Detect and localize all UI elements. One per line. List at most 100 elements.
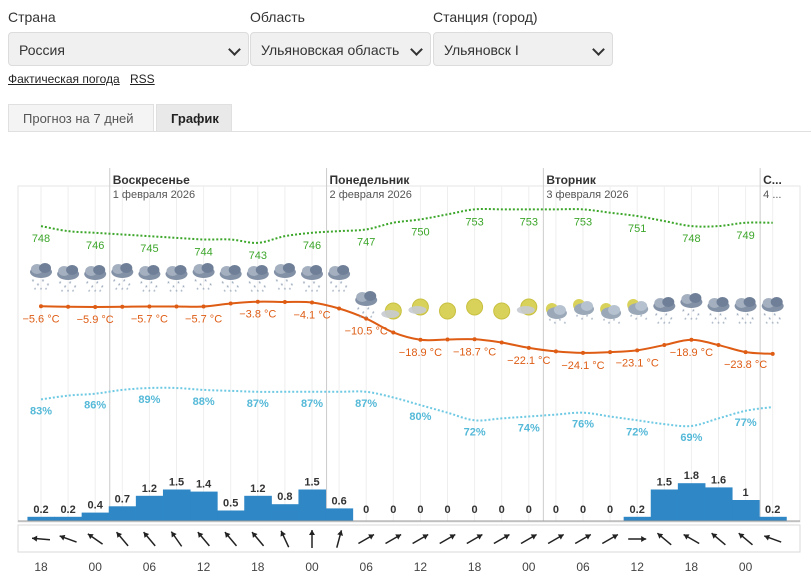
chart-area xyxy=(17,185,801,523)
precip-bar xyxy=(244,495,272,521)
wind-arrow-icon xyxy=(309,530,315,548)
svg-text:*: * xyxy=(724,317,727,324)
svg-text:*: * xyxy=(248,281,251,288)
tab-chart[interactable]: График xyxy=(156,104,232,132)
snow-icon: ***** * * xyxy=(761,297,784,328)
svg-text:*: * xyxy=(663,322,666,328)
pressure-label: 748 xyxy=(682,233,700,245)
tab-forecast-7-days[interactable]: Прогноз на 7 дней xyxy=(8,104,154,132)
temperature-label: −24.1 °C xyxy=(561,360,604,372)
precip-label: 0.5 xyxy=(223,498,238,510)
humidity-label: 87% xyxy=(355,398,377,410)
svg-text:*: * xyxy=(276,279,279,286)
svg-text:*: * xyxy=(635,318,638,324)
temperature-point xyxy=(770,351,775,356)
svg-text:*: * xyxy=(281,283,284,290)
svg-text:*: * xyxy=(365,316,368,322)
svg-text:*: * xyxy=(640,315,643,321)
partly-cloudy-icon: * * * * xyxy=(600,303,622,328)
svg-text:*: * xyxy=(719,313,722,320)
region-select[interactable]: Ульяновская область xyxy=(250,32,431,66)
svg-text:*: * xyxy=(768,317,771,324)
svg-text:*: * xyxy=(690,318,693,324)
wind-arrow-icon xyxy=(385,533,402,545)
svg-text:*: * xyxy=(207,288,210,294)
svg-text:*: * xyxy=(330,281,333,288)
svg-text:*: * xyxy=(153,290,156,296)
snow-icon: ***** * * xyxy=(246,265,269,296)
day-name: Вторник xyxy=(546,173,597,187)
svg-text:*: * xyxy=(744,322,747,328)
svg-text:*: * xyxy=(169,290,172,296)
wind-arrow-icon xyxy=(87,533,104,545)
temperature-point xyxy=(337,306,342,311)
svg-text:*: * xyxy=(332,290,335,296)
svg-text:*: * xyxy=(359,316,362,322)
temperature-point xyxy=(228,301,233,306)
precip-label: 0 xyxy=(417,504,423,516)
svg-text:*: * xyxy=(367,307,370,314)
snow-icon: ***** * * xyxy=(84,265,107,296)
svg-text:*: * xyxy=(340,281,343,288)
snow-icon: ***** * * xyxy=(734,297,757,328)
humidity-label: 88% xyxy=(193,396,215,408)
humidity-label: 87% xyxy=(301,398,323,410)
x-tick-label: 06 xyxy=(143,560,157,574)
temperature-point xyxy=(364,316,369,321)
sun-icon xyxy=(466,298,484,316)
station-select[interactable]: Ульяновск I xyxy=(433,32,613,66)
svg-text:*: * xyxy=(115,288,118,294)
x-tick-label: 00 xyxy=(89,560,103,574)
temperature-point xyxy=(120,304,125,309)
svg-text:*: * xyxy=(645,318,648,324)
precip-label: 0.6 xyxy=(331,495,346,507)
precip-bar xyxy=(217,510,245,521)
svg-text:*: * xyxy=(749,322,752,328)
snow-icon: ***** * * xyxy=(355,291,378,322)
wind-arrow-icon xyxy=(143,531,156,547)
svg-text:*: * xyxy=(709,313,712,320)
precip-bar xyxy=(650,489,679,521)
precip-label: 1.5 xyxy=(657,477,672,489)
precip-label: 1.2 xyxy=(142,483,157,495)
svg-text:*: * xyxy=(670,317,673,324)
svg-text:*: * xyxy=(717,322,720,328)
precip-label: 0.2 xyxy=(33,504,48,516)
svg-text:*: * xyxy=(286,279,289,286)
svg-text:*: * xyxy=(554,322,557,328)
rss-link[interactable]: RSS xyxy=(130,72,155,86)
wind-arrow-icon xyxy=(711,532,726,546)
svg-text:*: * xyxy=(202,288,205,294)
humidity-label: 83% xyxy=(30,405,52,417)
pressure-label: 751 xyxy=(628,223,646,235)
svg-text:*: * xyxy=(362,311,365,318)
pressure-label: 746 xyxy=(86,240,104,252)
temperature-label: −5.7 °C xyxy=(131,314,168,326)
precip-label: 0.2 xyxy=(630,504,645,516)
actual-weather-link[interactable]: Фактическая погода xyxy=(8,72,120,86)
temperature-point xyxy=(174,304,179,309)
wind-arrow-icon xyxy=(466,533,483,545)
wind-arrow-icon xyxy=(115,531,129,547)
partly-sunny-icon xyxy=(516,298,538,316)
svg-text:*: * xyxy=(345,285,348,292)
x-tick-label: 12 xyxy=(631,560,645,574)
svg-text:*: * xyxy=(126,288,129,294)
country-select[interactable]: Россия xyxy=(8,32,249,66)
pressure-label: 753 xyxy=(465,216,483,228)
svg-text:*: * xyxy=(608,322,611,328)
temperature-label: −23.8 °C xyxy=(724,359,767,371)
temperature-label: −5.6 °C xyxy=(22,313,59,325)
humidity-label: 72% xyxy=(626,426,648,438)
precip-label: 0 xyxy=(526,504,532,516)
pressure-label: 743 xyxy=(249,250,267,262)
precip-bar xyxy=(108,506,137,521)
temperature-point xyxy=(255,299,260,304)
partly-cloudy-icon: * * * * xyxy=(573,299,594,324)
day-date: 3 февраля 2026 xyxy=(546,189,628,201)
wind-arrow-icon xyxy=(574,533,592,545)
svg-text:*: * xyxy=(32,279,35,286)
wind-arrow-icon xyxy=(358,533,375,545)
pressure-label: 747 xyxy=(357,236,375,248)
svg-text:*: * xyxy=(167,281,170,288)
